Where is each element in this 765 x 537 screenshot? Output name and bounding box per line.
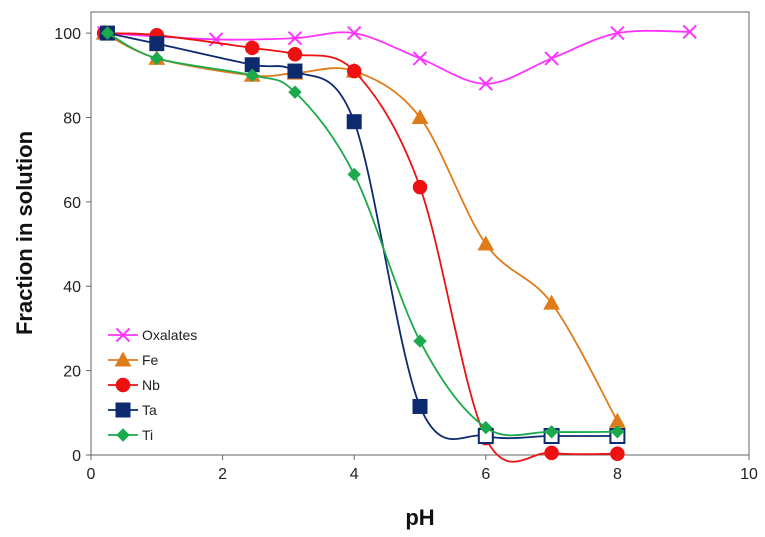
x-tick-label: 8 [613,466,622,483]
data-point-ti [150,51,164,66]
legend-item-ti: Ti [108,427,153,443]
data-point-ti [479,420,493,435]
data-point-oxalates [682,24,697,40]
legend-label-oxalates: Oxalates [142,327,197,343]
data-point-oxalates [478,76,494,91]
series-line-nb [104,32,618,463]
series-line-fe [103,32,619,422]
series-line-ti [107,32,618,437]
y-axis-title: Fraction in solution [12,131,37,335]
legend-item-fe: Fe [108,351,159,368]
series-oxalates [96,24,697,91]
data-point-ti [413,334,427,348]
data-point-ta [412,398,428,414]
data-point-nb [610,446,625,461]
data-point-ti [347,167,361,182]
x-tick-label: 10 [740,466,758,483]
legend-label-ti: Ti [142,427,153,443]
legend-label-fe: Fe [142,352,159,368]
x-tick-label: 4 [350,466,359,483]
series-layer [95,24,697,463]
data-point-fe [477,235,495,251]
data-point-ti [610,425,625,439]
x-tick-label: 2 [218,466,227,483]
y-tick-label: 40 [63,279,81,296]
x-tick-label: 0 [87,466,96,483]
data-point-ti [288,85,302,99]
legend-item-nb: Nb [108,377,160,393]
data-point-nb [287,46,303,62]
data-point-oxalates [412,51,428,66]
data-point-fe [411,108,429,124]
data-point-nb [346,63,362,79]
data-point-oxalates [544,51,559,66]
legend-item-oxalates: Oxalates [108,327,197,343]
legend-marker-ti [116,428,130,442]
series-ti [100,26,625,439]
data-point-oxalates [346,25,362,41]
legend-label-ta: Ta [142,402,157,418]
data-point-ta [287,63,303,79]
series-line-ta [107,32,618,440]
y-tick-label: 100 [54,26,81,43]
legend-item-ta: Ta [108,402,157,418]
data-point-ti [100,26,115,40]
data-point-oxalates [610,25,625,41]
x-axis-title: pH [405,505,434,530]
data-point-nb [412,179,428,195]
data-point-ti [544,425,559,439]
y-tick-label: 0 [72,448,81,465]
x-axis-ticks: 0 2 4 6 8 10 [87,455,758,483]
data-point-nb [244,40,260,56]
data-point-oxalates [287,30,303,46]
legend-marker-nb [115,377,131,393]
data-point-fe [543,294,560,310]
y-tick-label: 80 [63,110,81,127]
legend-marker-fe [114,351,132,367]
legend-label-nb: Nb [142,377,160,393]
y-axis-ticks: 0 20 40 60 80 100 [54,26,91,465]
data-point-ti [245,68,259,82]
legend-marker-oxalates [115,327,131,343]
data-point-nb [544,445,559,461]
legend-marker-ta [115,402,131,418]
data-point-ta [149,36,165,52]
plot-area [90,11,750,456]
x-tick-label: 6 [481,466,490,483]
data-point-ta [346,114,362,130]
legend: Oxalates Fe Nb Ta Ti [108,327,197,443]
y-tick-label: 60 [63,195,81,212]
y-tick-label: 20 [63,364,81,381]
